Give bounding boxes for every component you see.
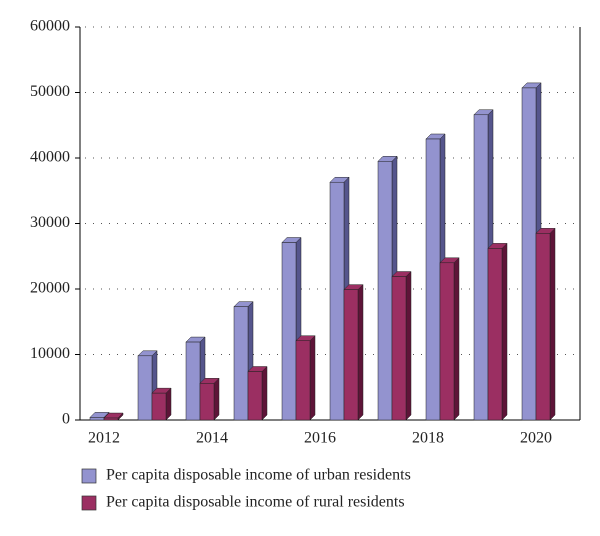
bar-face bbox=[473, 114, 489, 421]
y-tick-label: 20000 bbox=[30, 280, 70, 297]
bar bbox=[295, 335, 316, 421]
bar-face bbox=[151, 392, 167, 421]
bar-face bbox=[377, 161, 393, 421]
y-tick-label: 40000 bbox=[30, 149, 70, 166]
bar-face bbox=[199, 383, 215, 421]
bar-face bbox=[535, 233, 551, 421]
x-tick-label: 2012 bbox=[88, 430, 120, 447]
bar-face bbox=[103, 417, 119, 421]
y-tick-label: 50000 bbox=[30, 83, 70, 100]
legend-label: Per capita disposable income of rural re… bbox=[106, 494, 405, 511]
bar-face bbox=[501, 242, 508, 421]
legend-swatch bbox=[81, 468, 97, 484]
bar-face bbox=[213, 377, 220, 421]
bar bbox=[391, 270, 412, 421]
bar-face bbox=[453, 257, 460, 421]
bar-face bbox=[425, 138, 441, 421]
bar-face bbox=[185, 341, 201, 421]
y-tick-label: 60000 bbox=[30, 18, 70, 35]
y-tick-label: 10000 bbox=[30, 345, 70, 362]
bar-face bbox=[247, 371, 263, 421]
bar-face bbox=[233, 306, 249, 421]
bar-face bbox=[343, 289, 359, 421]
x-tick-label: 2016 bbox=[304, 430, 336, 447]
x-tick-label: 2018 bbox=[412, 430, 444, 447]
bar bbox=[233, 301, 254, 421]
bar-face bbox=[281, 242, 297, 421]
bar-face bbox=[405, 270, 412, 421]
bar bbox=[343, 284, 364, 421]
bar bbox=[103, 412, 124, 421]
bar-face bbox=[391, 276, 407, 421]
y-tick-label: 0 bbox=[62, 411, 70, 428]
bar-face bbox=[89, 417, 105, 421]
bar-face bbox=[309, 335, 316, 421]
bar-face bbox=[521, 87, 537, 421]
bar-face bbox=[261, 365, 268, 421]
x-tick-label: 2020 bbox=[520, 430, 552, 447]
bar-face bbox=[295, 340, 311, 421]
bar bbox=[487, 242, 508, 421]
bar-face bbox=[329, 181, 345, 421]
legend-label: Per capita disposable income of urban re… bbox=[106, 467, 411, 484]
bar-face bbox=[165, 387, 172, 421]
bar bbox=[247, 365, 268, 421]
bar-face bbox=[549, 227, 556, 421]
legend-swatch bbox=[81, 495, 97, 511]
y-tick-label: 30000 bbox=[30, 214, 70, 231]
bar bbox=[439, 257, 460, 421]
bar-face bbox=[487, 248, 503, 421]
bar-face bbox=[357, 284, 364, 421]
bar bbox=[199, 377, 220, 421]
bar-face bbox=[439, 262, 455, 421]
x-tick-label: 2014 bbox=[196, 430, 228, 447]
bar bbox=[425, 133, 446, 421]
bar-face bbox=[137, 355, 153, 421]
bar bbox=[535, 227, 556, 421]
bar bbox=[151, 387, 172, 421]
